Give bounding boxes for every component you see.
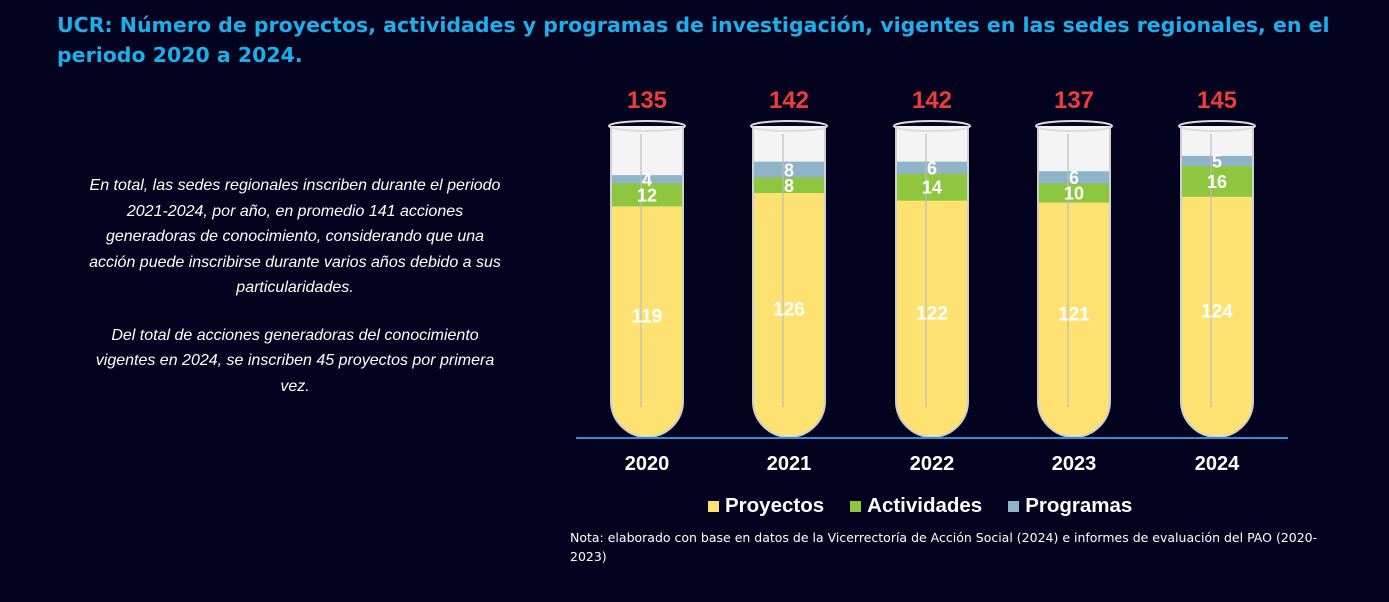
data-label-actividades-2022: 14 bbox=[922, 178, 942, 198]
page-title: UCR: Número de proyectos, actividades y … bbox=[57, 13, 1330, 67]
legend-label-actividades: Actividades bbox=[867, 494, 983, 517]
bar-segment-proyectos-2023 bbox=[1038, 202, 1110, 436]
tube-rim bbox=[608, 120, 686, 132]
bar-segment-programas-2021 bbox=[753, 161, 825, 178]
data-label-programas-2020: 4 bbox=[642, 170, 652, 190]
bar-segment-proyectos-2024 bbox=[1181, 196, 1253, 436]
chart-legend: Proyectos Actividades Programas bbox=[708, 494, 1132, 518]
category-label-2020: 2020 bbox=[625, 453, 670, 475]
bar-segment-programas-2020 bbox=[611, 175, 683, 184]
bar-segment-programas-2023 bbox=[1038, 171, 1110, 184]
data-label-actividades-2024: 16 bbox=[1207, 172, 1227, 192]
tube-2020: 119 124 135 2020 bbox=[608, 87, 686, 475]
bar-segment-proyectos-2020 bbox=[611, 205, 683, 436]
tube-2023: 121 106 137 2023 bbox=[1035, 87, 1113, 475]
data-label-proyectos-2020: 119 bbox=[632, 306, 663, 327]
data-label-programas-2022: 6 bbox=[927, 158, 937, 178]
total-label-2020: 135 bbox=[627, 87, 667, 114]
total-label-2022: 142 bbox=[912, 87, 952, 114]
tube-outline bbox=[610, 126, 684, 438]
bar-segment-programas-2024 bbox=[1181, 155, 1253, 166]
data-label-proyectos-2023: 121 bbox=[1058, 305, 1090, 326]
total-label-2024: 145 bbox=[1197, 87, 1237, 114]
bar-segment-proyectos-2021 bbox=[753, 192, 825, 436]
bar-segment-actividades-2020 bbox=[611, 182, 683, 207]
summary-text: En total, las sedes regionales inscriben… bbox=[82, 173, 508, 421]
data-label-programas-2023: 6 bbox=[1069, 168, 1079, 188]
legend-item-actividades: Actividades bbox=[850, 494, 982, 518]
legend-label-proyectos: Proyectos bbox=[725, 494, 825, 517]
tube-rim bbox=[750, 120, 828, 132]
bar-segment-programas-2022 bbox=[896, 161, 968, 174]
tube-2022: 122 146 142 2022 bbox=[893, 87, 971, 475]
legend-swatch-proyectos bbox=[708, 500, 719, 512]
tube-outline bbox=[895, 126, 969, 438]
category-label-2021: 2021 bbox=[767, 453, 812, 475]
bar-segment-actividades-2024 bbox=[1181, 165, 1253, 197]
bar-segment-actividades-2021 bbox=[753, 177, 825, 193]
total-label-2023: 137 bbox=[1054, 87, 1094, 114]
tube-outline bbox=[752, 126, 826, 438]
category-label-2022: 2022 bbox=[910, 453, 955, 475]
bar-segment-actividades-2022 bbox=[896, 173, 968, 201]
total-label-2021: 142 bbox=[769, 87, 809, 114]
bar-segment-proyectos-2022 bbox=[896, 200, 968, 436]
tube-2024: 124 165 145 2024 bbox=[1178, 87, 1256, 475]
data-label-programas-2021: 8 bbox=[784, 160, 794, 180]
source-note: Nota: elaborado con base en datos de la … bbox=[570, 530, 1318, 564]
bar-segment-actividades-2023 bbox=[1038, 182, 1110, 203]
data-label-proyectos-2024: 124 bbox=[1201, 302, 1233, 323]
summary-paragraph-1: En total, las sedes regionales inscriben… bbox=[89, 177, 501, 296]
tube-2021: 126 88 142 2021 bbox=[750, 87, 828, 475]
summary-paragraph-2: Del total de acciones generadoras del co… bbox=[95, 326, 495, 395]
category-label-2024: 2024 bbox=[1195, 453, 1240, 475]
tube-outline bbox=[1037, 126, 1111, 438]
data-label-proyectos-2021: 126 bbox=[773, 300, 805, 321]
legend-swatch-actividades bbox=[850, 500, 862, 512]
data-label-actividades-2021: 8 bbox=[784, 176, 794, 196]
legend-swatch-programas bbox=[1008, 500, 1020, 512]
tube-rim bbox=[1178, 120, 1256, 132]
tube-outline bbox=[1180, 126, 1254, 438]
data-label-proyectos-2022: 122 bbox=[916, 304, 948, 325]
tube-rim bbox=[1035, 120, 1113, 132]
legend-label-programas: Programas bbox=[1025, 494, 1133, 517]
category-label-2023: 2023 bbox=[1052, 453, 1097, 475]
data-label-actividades-2020: 12 bbox=[637, 185, 657, 205]
data-label-programas-2024: 5 bbox=[1212, 152, 1222, 172]
legend-item-programas: Programas bbox=[1008, 494, 1132, 518]
legend-item-proyectos: Proyectos bbox=[708, 494, 824, 518]
tube-rim bbox=[893, 120, 971, 132]
data-label-actividades-2023: 10 bbox=[1064, 183, 1084, 203]
